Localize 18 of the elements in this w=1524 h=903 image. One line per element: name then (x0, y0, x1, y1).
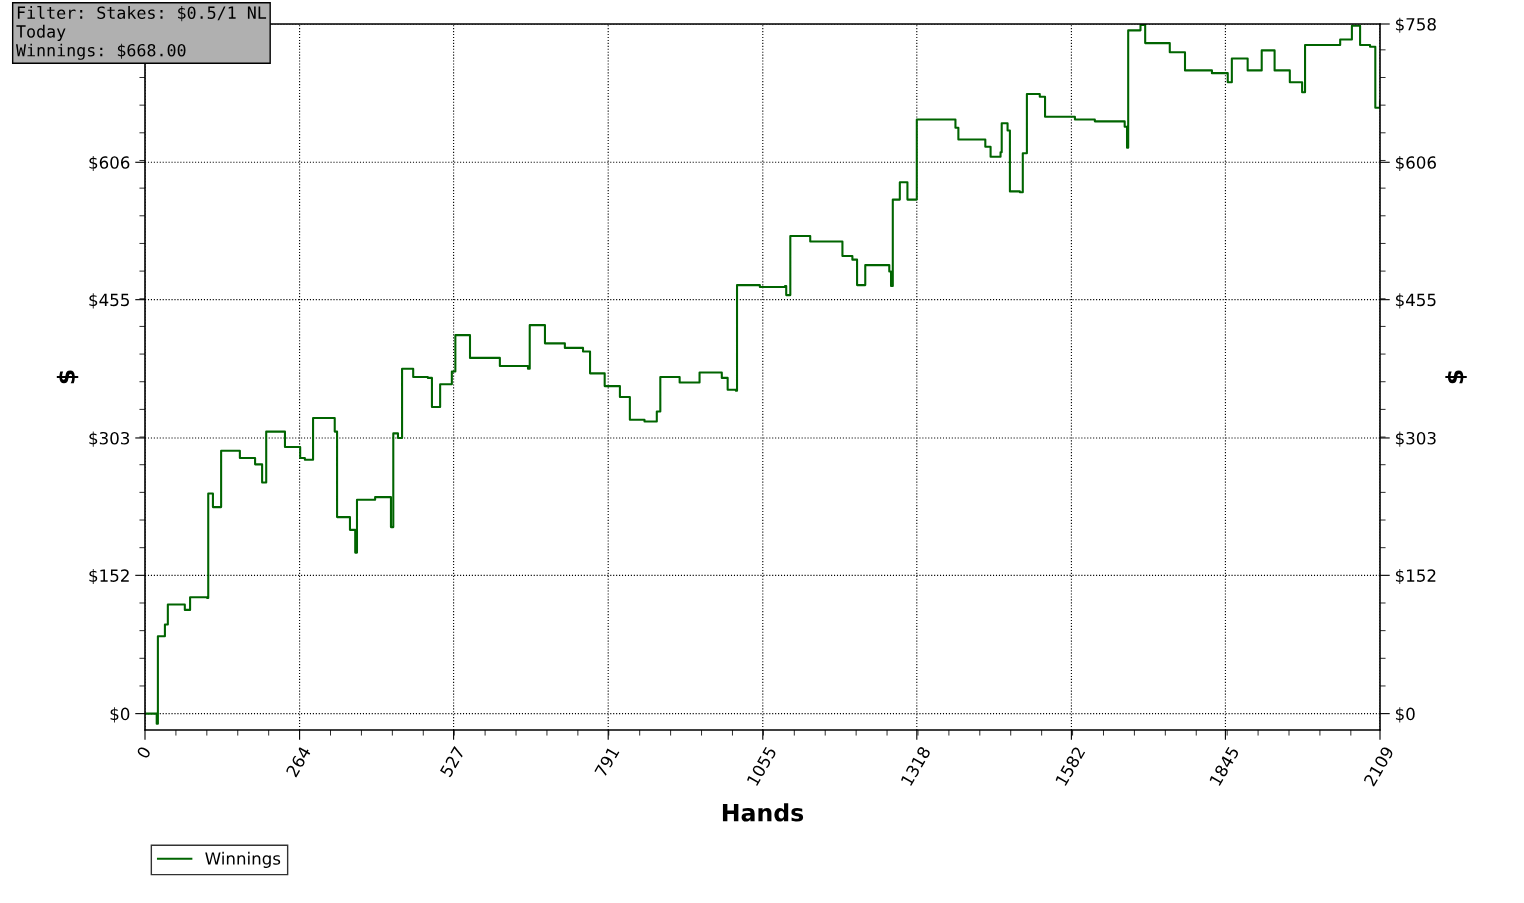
y-tick-label: $606 (89, 155, 130, 172)
y2-tick-label: $606 (1395, 155, 1436, 172)
y2-tick-label: $758 (1395, 17, 1436, 33)
y-tick-label: $303 (89, 431, 130, 447)
x-tick-label: 0 (136, 745, 152, 760)
y2-tick-label: $303 (1395, 431, 1436, 447)
y-tick-label: $455 (89, 293, 129, 309)
y2-axis-title: $ (1445, 370, 1467, 384)
x-tick-label: 791 (594, 746, 620, 778)
y2-tick-label: $0 (1395, 707, 1415, 723)
y-tick-label: $152 (89, 569, 129, 585)
y-axis-title: $ (56, 370, 79, 384)
x-axis-title: Hands (722, 803, 804, 822)
y2-tick-label: $152 (1395, 569, 1436, 585)
y2-tick-label: $455 (1395, 293, 1436, 309)
y-tick-label: $0 (110, 707, 130, 723)
annotation: Filter: Stakes: $0.5/1 NL Today Winnings: $668.00 (16, 6, 267, 60)
legend-label: Winnings (205, 851, 281, 868)
